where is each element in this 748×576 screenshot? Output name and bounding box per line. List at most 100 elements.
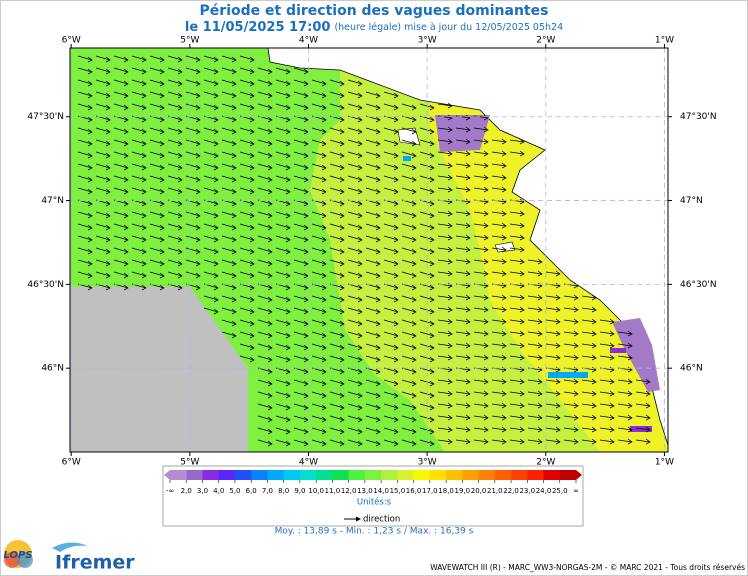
arrow-head	[447, 330, 453, 337]
colorbar-label: 18,0	[438, 487, 454, 495]
arrow-head	[141, 128, 147, 135]
arrow-head	[141, 80, 147, 87]
arrow	[437, 307, 453, 311]
arrow	[95, 151, 111, 157]
arrow	[95, 163, 111, 169]
arrow-head	[303, 380, 309, 387]
arrow	[545, 271, 561, 275]
arrow-head	[195, 104, 201, 111]
arrow	[581, 307, 597, 311]
arrow-head	[285, 404, 291, 411]
arrow-head	[357, 92, 363, 99]
arrow-head	[105, 248, 111, 255]
arrow	[167, 127, 183, 133]
arrow	[365, 211, 381, 217]
arrow-head	[159, 176, 165, 183]
arrow	[509, 259, 525, 263]
arrow-head	[123, 80, 129, 87]
arrow	[293, 259, 309, 265]
arrow-head	[375, 260, 381, 267]
colorbar-cell	[494, 470, 512, 480]
arrow	[239, 151, 255, 157]
arrow-head	[429, 128, 435, 135]
arrow	[329, 427, 345, 433]
arrow-head	[375, 248, 381, 255]
arrow	[131, 271, 147, 277]
arrow-head	[501, 330, 507, 337]
arrow	[239, 259, 255, 265]
arrow	[581, 379, 597, 383]
arrow-head	[87, 188, 93, 195]
arrow	[203, 307, 219, 313]
arrow-head	[465, 246, 471, 253]
arrow-head	[123, 140, 129, 147]
arrow	[473, 391, 489, 395]
arrow-head	[447, 186, 453, 193]
colorbar-label: 7,0	[262, 487, 273, 495]
arrow-head	[249, 176, 255, 183]
arrow-head	[429, 272, 435, 279]
arrow	[383, 127, 399, 133]
arrow-head	[393, 308, 399, 315]
arrow-head	[231, 320, 237, 327]
arrow	[275, 211, 291, 217]
arrow	[509, 223, 525, 227]
arrow	[509, 391, 525, 395]
arrow	[383, 139, 399, 145]
arrow-head	[159, 104, 165, 111]
arrow	[131, 91, 147, 97]
arrow	[563, 307, 579, 311]
arrow-head	[411, 104, 417, 111]
colorbar-label: 13,0	[357, 487, 373, 495]
arrow	[491, 307, 507, 311]
arrow	[221, 211, 237, 217]
arrow	[617, 331, 633, 335]
arrow-head	[519, 270, 525, 277]
arrow	[527, 259, 543, 263]
arrow-head	[177, 116, 183, 123]
arrow	[113, 223, 129, 229]
arrow-head	[483, 342, 489, 349]
arrow	[455, 403, 471, 407]
arrow-head	[159, 272, 165, 279]
arrow-head	[285, 92, 291, 99]
arrow-head	[411, 116, 417, 123]
arrow-head	[267, 368, 273, 375]
arrow-head	[339, 440, 345, 447]
arrow-head	[267, 116, 273, 123]
arrow-head	[339, 344, 345, 351]
graticule	[70, 48, 668, 452]
arrow-head	[447, 426, 453, 433]
arrow	[401, 367, 417, 373]
arrow-head	[375, 320, 381, 327]
estuary	[435, 115, 490, 152]
arrow-head	[141, 212, 147, 219]
arrow-head	[411, 320, 417, 327]
arrow	[473, 175, 489, 179]
arrow-head	[177, 164, 183, 171]
stats: Moy. : 13,89 s - Min. : 1,23 s / Max. : …	[275, 527, 474, 537]
arrow-head	[267, 68, 273, 75]
arrow	[383, 163, 399, 169]
arrow	[329, 439, 345, 445]
lat-label: 47°N	[41, 196, 64, 206]
arrow	[257, 403, 273, 409]
lon-label: 1°W	[655, 458, 674, 468]
arrow-head	[321, 392, 327, 399]
arrow-head	[231, 272, 237, 279]
arrow-head	[339, 128, 345, 135]
arrow-head	[195, 152, 201, 159]
arrow	[239, 127, 255, 133]
arrow-head	[393, 344, 399, 351]
colorbar-label: 14,0	[373, 487, 389, 495]
arrow	[491, 319, 507, 323]
arrow	[275, 175, 291, 181]
lops-logo	[17, 552, 33, 568]
colorbar-cell	[413, 470, 431, 480]
arrow	[293, 355, 309, 361]
arrow-head	[645, 438, 651, 445]
arrow-head	[285, 296, 291, 303]
arrow-head	[177, 68, 183, 75]
arrow	[365, 427, 381, 433]
arrow-head	[141, 260, 147, 267]
